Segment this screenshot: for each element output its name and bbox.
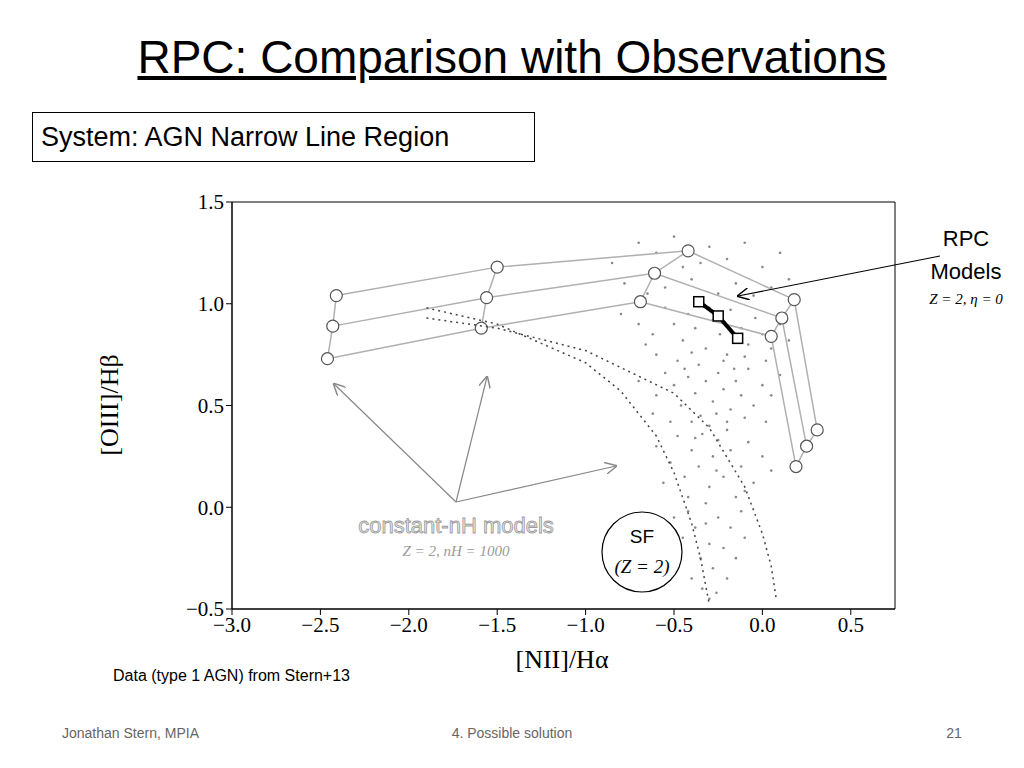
svg-text:−1.5: −1.5	[478, 613, 516, 637]
svg-text:RPC: RPC	[943, 226, 990, 251]
svg-text:1.5: 1.5	[198, 190, 224, 214]
svg-text:0.0: 0.0	[749, 613, 775, 637]
svg-text:−3.0: −3.0	[213, 612, 251, 637]
svg-text:−2.5: −2.5	[301, 613, 339, 637]
svg-text:1.0: 1.0	[198, 292, 224, 316]
svg-text:0.0: 0.0	[198, 496, 224, 520]
svg-text:0.5: 0.5	[838, 613, 864, 637]
svg-text:[NII]/Hα: [NII]/Hα	[515, 645, 608, 674]
svg-text:constant-nH models: constant-nH models	[358, 513, 554, 538]
svg-text:Jonathan Stern, MPIA: Jonathan Stern, MPIA	[62, 725, 200, 741]
svg-text:21: 21	[946, 725, 962, 741]
svg-text:−1.0: −1.0	[567, 613, 605, 637]
svg-text:4. Possible solution: 4. Possible solution	[452, 725, 573, 741]
html-text:RPC: Comparison with Observati: RPC: Comparison with Observations	[137, 31, 887, 83]
svg-text:Models: Models	[931, 259, 1002, 284]
svg-text:Data (type 1 AGN) from Stern+1: Data (type 1 AGN) from Stern+13	[113, 667, 350, 684]
svg-text:0.5: 0.5	[198, 394, 224, 418]
svg-text:Z = 2, η = 0: Z = 2, η = 0	[929, 291, 1003, 307]
svg-text:−2.0: −2.0	[390, 613, 428, 637]
svg-text:[OIII]/Hβ: [OIII]/Hβ	[95, 354, 124, 455]
html-text:System: AGN Narrow Line Region: System: AGN Narrow Line Region	[41, 122, 450, 152]
svg-text:−0.5: −0.5	[186, 597, 224, 621]
svg-text:SF: SF	[630, 526, 654, 547]
svg-text:(Z = 2): (Z = 2)	[614, 556, 669, 578]
svg-text:Z = 2, nH = 1000: Z = 2, nH = 1000	[403, 543, 510, 559]
svg-text:−0.5: −0.5	[655, 613, 693, 637]
